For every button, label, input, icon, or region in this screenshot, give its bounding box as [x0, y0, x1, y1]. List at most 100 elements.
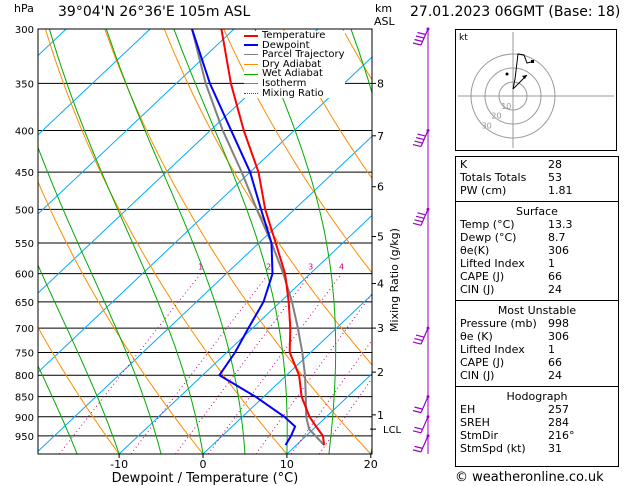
copyright-text: © weatheronline.co.uk [455, 470, 604, 485]
table-separator [456, 300, 618, 301]
table-row-label: Totals Totals [460, 171, 527, 184]
dry-adiabat-line [282, 29, 372, 180]
table-row-label: CIN (J) [460, 369, 495, 382]
wind-barb-flag [417, 212, 426, 216]
km-tick-label: 6 [377, 181, 384, 194]
wet-adiabat-line [38, 146, 162, 454]
pressure-tick-label: 400 [15, 127, 34, 138]
legend-label: Mixing Ratio [262, 87, 324, 99]
legend-item: Parcel Trajectory [244, 50, 345, 60]
table-row: Pressure (mb) 998 [456, 317, 618, 330]
profile-layer [191, 29, 326, 446]
isotherm-line [38, 29, 235, 215]
legend-item: Mixing Ratio [244, 87, 345, 99]
hodograph-frame [455, 29, 617, 151]
hpa-label: hPa [14, 2, 34, 15]
table-row: EH 257 [456, 403, 618, 416]
table-row-value: 1.81 [548, 184, 573, 197]
mixing-ratio-label: 1 [198, 263, 203, 272]
wind-barb-flag [415, 136, 425, 141]
legend-label: Isotherm [262, 77, 307, 89]
storm-motion-arrowhead [522, 75, 527, 79]
table-row-value: 257 [548, 403, 569, 416]
legend-label: Wet Adiabat [262, 68, 323, 80]
hodograph-ring-label: 10 [501, 102, 511, 111]
table-row-value: 28 [548, 158, 562, 171]
legend-item: Wet Adiabat [244, 69, 345, 79]
table-row-label: Temp (°C) [460, 218, 515, 231]
datetime-title: 27.01.2023 06GMT (Base: 18) [410, 4, 621, 20]
legend-item: Isotherm [244, 79, 345, 89]
km-tick-label: 4 [377, 278, 384, 291]
mixing-ratio-line [290, 339, 372, 454]
table-row-value: 31 [548, 442, 562, 455]
table-row: Dewp (°C) 8.7 [456, 231, 618, 244]
table-row-label: PW (cm) [460, 184, 507, 197]
pressure-tick-label: 550 [15, 239, 34, 250]
table-row-value: 13.3 [548, 218, 573, 231]
wind-barb-flag [412, 410, 422, 414]
legend-swatch [244, 92, 258, 94]
table-row: K 28 [456, 158, 618, 171]
wind-barb [412, 326, 430, 345]
pressure-tick-label: 300 [15, 25, 34, 36]
wind-barb-staff [420, 28, 429, 46]
legend-item: Dewpoint [244, 40, 345, 51]
km-tick-label: 1 [377, 409, 384, 422]
table-row-value: 66 [548, 270, 562, 283]
wind-barb-staff [420, 209, 429, 226]
x-axis-title: Dewpoint / Temperature (°C) [112, 471, 299, 486]
km-tick-label: 5 [377, 230, 384, 243]
mixing-ratio-line [255, 292, 372, 454]
km-tick-label: 3 [377, 322, 384, 335]
wet-adiabat-line [254, 29, 337, 454]
wind-barb-flag [414, 445, 423, 449]
wind-barb-staff [420, 435, 429, 453]
wind-barb [412, 434, 430, 453]
table-row: CIN (J) 24 [456, 283, 618, 296]
wind-barb-flag [414, 338, 423, 342]
table-row-value: 284 [548, 416, 569, 429]
wind-barb-staff [420, 130, 429, 147]
pressure-tick-label: 450 [15, 168, 34, 179]
indices-table: K 28 Totals Totals 53 PW (cm) 1.81 Surface Temp… [455, 156, 619, 467]
legend-swatch [244, 44, 258, 47]
table-row: PW (cm) 1.81 [456, 184, 618, 197]
hodograph-trace [512, 53, 532, 90]
table-section-title: Surface [516, 205, 558, 218]
pressure-tick-label: 350 [15, 79, 34, 90]
table-row-label: Lifted Index [460, 257, 525, 270]
isotherm-line [118, 214, 372, 454]
location-title: 39°04'N 26°36'E 105m ASL [58, 4, 251, 20]
table-row-label: StmSpd (kt) [460, 442, 526, 455]
km-tick-label: 7 [377, 130, 384, 143]
isotherm-line [202, 293, 372, 454]
table-row: SREH 284 [456, 416, 618, 429]
table-row: CAPE (J) 66 [456, 270, 618, 283]
table-section-title: Most Unstable [497, 304, 577, 317]
table-row: StmSpd (kt) 31 [456, 442, 618, 455]
wind-barb-flag [414, 219, 423, 223]
table-row-label: CAPE (J) [460, 270, 505, 283]
temperature-tick-label: 0 [200, 458, 207, 471]
isotherm-line [623, 29, 629, 454]
table-row-value: 24 [548, 283, 562, 296]
hodograph-ring-label: 30 [482, 121, 492, 130]
table-row: CAPE (J) 66 [456, 356, 618, 369]
legend-item: Dry Adiabat [244, 59, 345, 70]
axis-layer: 3003504004505005506006507007508008509009… [15, 25, 402, 486]
wind-barb-flag [414, 140, 423, 144]
isotherm-line [38, 29, 151, 136]
pressure-tick-label: 950 [15, 432, 34, 443]
table-row-value: 306 [548, 330, 569, 343]
wind-barb [412, 415, 430, 434]
wind-barb-flag [415, 35, 425, 39]
pressure-tick-label: 500 [15, 205, 34, 216]
wind-barb [412, 129, 430, 148]
pressure-tick-label: 650 [15, 298, 34, 309]
legend-swatch [244, 34, 258, 37]
legend-item: Temperature [244, 31, 345, 41]
mixing-ratio-label: 4 [339, 263, 344, 272]
